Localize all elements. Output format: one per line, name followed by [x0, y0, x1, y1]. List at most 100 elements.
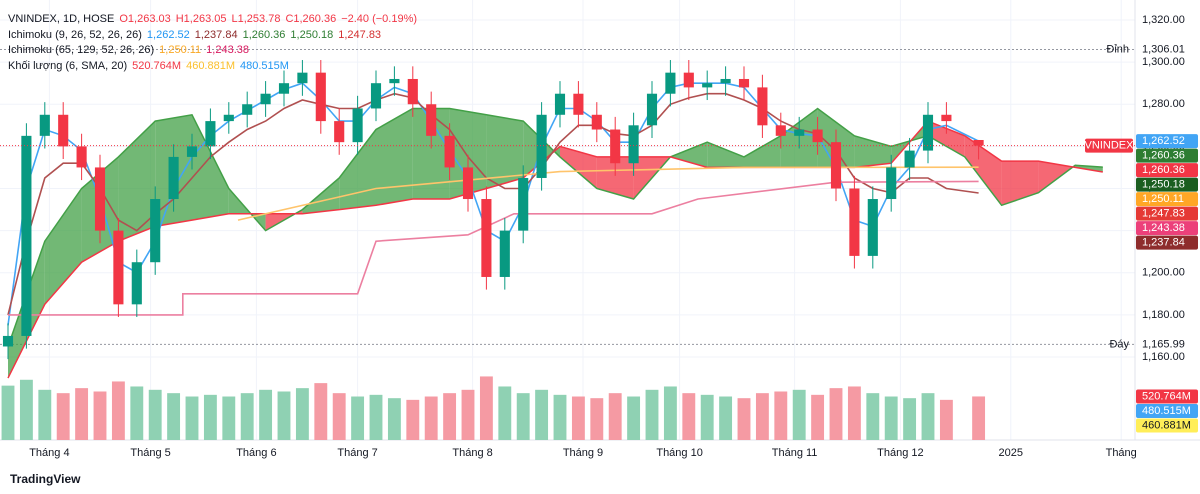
brand: TradingView — [10, 472, 81, 486]
legend-value: 1,243.38 — [206, 44, 249, 56]
price-badge-label: 1,247.83 — [1142, 207, 1185, 219]
level-name: Đáy — [1109, 338, 1129, 350]
candle-body — [389, 78, 400, 84]
volume-bar — [424, 396, 438, 440]
x-tick-label: Tháng 5 — [130, 447, 170, 459]
candle-body — [113, 230, 124, 305]
y-tick-label: 1,300.00 — [1142, 56, 1185, 68]
candle-body — [573, 93, 584, 115]
price-badge — [1136, 148, 1198, 163]
volume-bar — [259, 389, 273, 440]
legend-value: L1,253.78 — [231, 13, 281, 25]
price-badge-label: 520.764M — [1142, 390, 1191, 402]
y-tick-label: 1,200.00 — [1142, 267, 1185, 279]
volume-bar — [277, 391, 291, 440]
volume-bar — [130, 386, 144, 440]
cloud-segment — [964, 135, 1002, 206]
volume-bar — [93, 391, 107, 440]
cloud-segment — [302, 177, 340, 214]
legend-value: O1,263.03 — [119, 13, 171, 25]
candle-body — [2, 335, 14, 347]
volume-bar — [792, 389, 806, 440]
symbol-badge — [1085, 138, 1133, 153]
cloud-segment — [1001, 161, 1039, 206]
volume-bar — [535, 389, 549, 440]
legend-value: H1,263.05 — [175, 13, 227, 25]
volume-bar — [56, 393, 70, 440]
price-badge — [1136, 403, 1198, 418]
x-tick-label: Tháng 9 — [563, 447, 603, 459]
price-badge — [1136, 389, 1198, 404]
cloud-segment — [1038, 161, 1076, 193]
candle-body — [757, 87, 768, 126]
x-tick-label: Tháng — [1106, 447, 1137, 459]
cloud-segment — [192, 114, 229, 221]
volume-bar — [240, 393, 254, 440]
candle-body — [610, 129, 621, 164]
candle-body — [794, 129, 805, 136]
candle-body — [499, 230, 510, 277]
candle-body — [628, 125, 639, 164]
cloud-segment — [486, 114, 524, 189]
cloud-segment — [339, 129, 376, 210]
volume-bar — [222, 396, 236, 440]
candle-body — [830, 142, 842, 189]
level-label: 1,165.99 — [1142, 338, 1185, 350]
candle-body — [886, 167, 897, 200]
candle-body — [76, 146, 87, 168]
candle-body — [775, 125, 786, 136]
legend-value: 1,250.18 — [290, 28, 334, 41]
volume-bar — [682, 393, 696, 440]
volume-bar — [608, 393, 622, 440]
candle-body — [665, 72, 676, 94]
candle-body — [554, 93, 566, 115]
legend-value: 1,262.52 — [146, 28, 190, 41]
volume-bar — [1, 385, 15, 440]
volume-bar — [571, 396, 585, 440]
volume-bar — [203, 394, 217, 440]
volume-bar — [38, 389, 52, 440]
candle-body — [941, 114, 952, 122]
volume-bar — [75, 388, 89, 440]
volume-bar — [443, 393, 457, 440]
candle-body — [205, 121, 216, 147]
y-tick-label: 1,180.00 — [1142, 309, 1185, 321]
volume-bar — [811, 394, 825, 440]
cloud-segment — [744, 135, 781, 168]
candle-body — [297, 72, 308, 84]
candle-body — [904, 150, 915, 168]
price-badge-label: 460.881M — [1142, 419, 1191, 431]
legend-label: Ichimoku (9, 26, 52, 26, 26) — [8, 28, 142, 41]
candle-body — [242, 104, 253, 115]
x-tick-label: Tháng 4 — [29, 447, 69, 459]
candle-body — [683, 72, 694, 88]
legend: VNINDEX, 1D, HOSE O1,263.03 H1,263.05 L1,25… — [8, 12, 422, 74]
symbol-badge-label: VNINDEX — [1085, 140, 1135, 152]
x-tick-label: 2025 — [999, 447, 1023, 459]
candle-body — [186, 146, 198, 157]
candle-body — [168, 156, 179, 200]
volume-bar — [972, 396, 986, 440]
volume-bar — [479, 376, 493, 440]
cloud-segment — [376, 108, 413, 206]
price-badge-label: 1,260.36 — [1142, 164, 1185, 176]
volume-bar — [553, 394, 567, 440]
candle-body — [973, 139, 984, 146]
x-tick-label: Tháng 11 — [772, 447, 818, 459]
volume-bar — [829, 388, 843, 440]
price-badge — [1136, 192, 1198, 207]
candle-body — [39, 114, 50, 136]
volume-bar — [737, 398, 751, 440]
price-badge-label: 1,237.84 — [1142, 236, 1185, 248]
candle-body — [702, 83, 713, 88]
price-badge-label: 1,250.11 — [1142, 193, 1184, 205]
candle-body — [646, 93, 658, 126]
candle-body — [58, 114, 69, 147]
volume-bar — [719, 396, 733, 440]
volume-bar — [314, 383, 328, 440]
volume-bar — [884, 396, 898, 440]
volume-bar — [387, 398, 401, 440]
x-tick-label: Tháng 6 — [236, 447, 276, 459]
candle-body — [315, 72, 326, 122]
